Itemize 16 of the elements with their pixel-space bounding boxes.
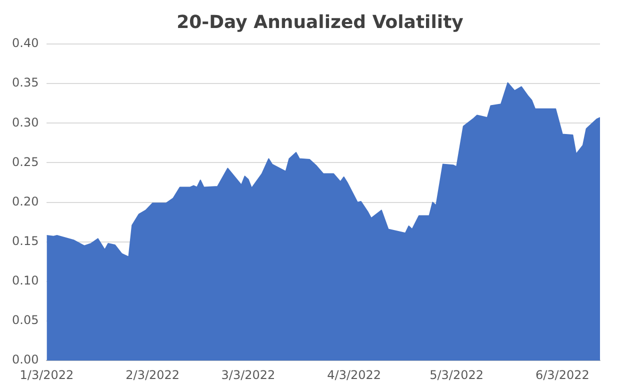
x-tick-label: 2/3/2022 xyxy=(126,368,180,382)
x-tick-label: 1/3/2022 xyxy=(20,368,74,382)
y-tick-label: 0.30 xyxy=(12,115,39,130)
y-tick-label: 0.40 xyxy=(12,36,39,50)
y-tick-label: 0.10 xyxy=(12,274,39,288)
y-tick-label: 0.00 xyxy=(12,352,39,367)
y-tick-label: 0.25 xyxy=(12,154,39,169)
x-tick-label: 4/3/2022 xyxy=(327,368,382,382)
y-tick-label: 0.05 xyxy=(12,313,39,328)
x-tick-label: 5/3/2022 xyxy=(430,368,484,382)
chart-title: 20-Day Annualized Volatility xyxy=(176,12,464,33)
x-tick-label: 3/3/2022 xyxy=(221,368,276,382)
y-tick-label: 0.20 xyxy=(12,194,39,208)
x-tick-label: 6/3/2022 xyxy=(535,368,590,382)
y-tick-label: 0.15 xyxy=(12,234,39,248)
y-tick-label: 0.35 xyxy=(12,76,39,90)
